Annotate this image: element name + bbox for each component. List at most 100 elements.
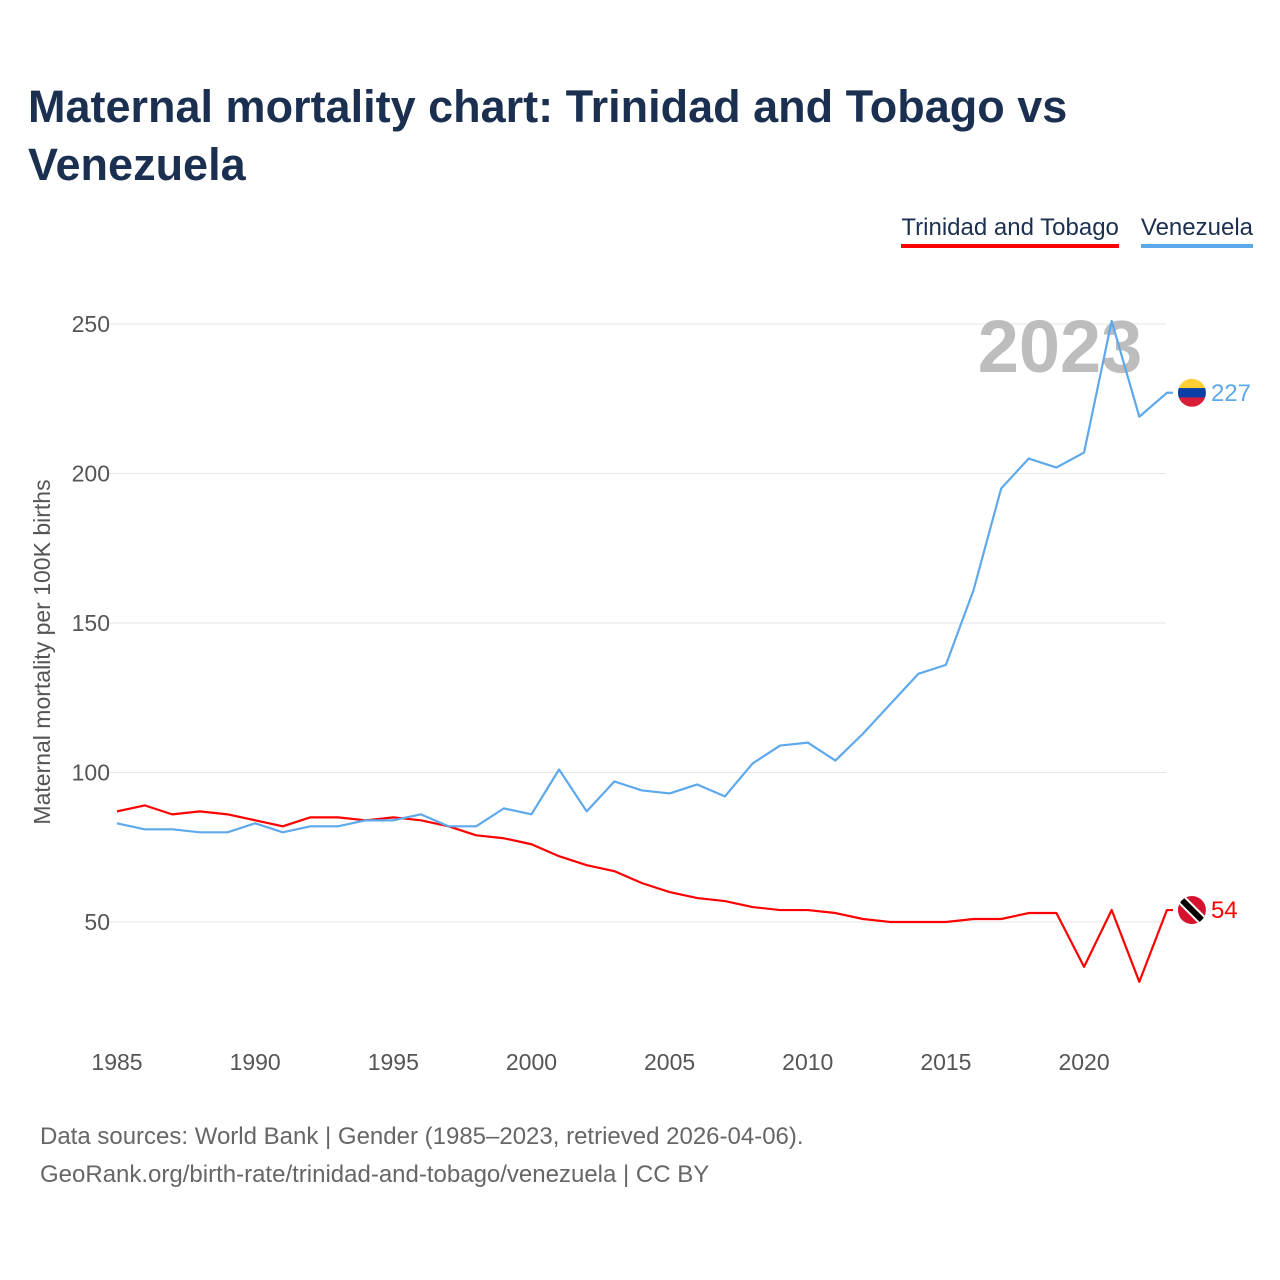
data-point[interactable] bbox=[611, 778, 617, 784]
data-point[interactable] bbox=[943, 919, 949, 925]
source-note: Data sources: World Bank | Gender (1985–… bbox=[40, 1118, 804, 1194]
data-point[interactable] bbox=[777, 743, 783, 749]
data-point[interactable] bbox=[307, 823, 313, 829]
data-point[interactable] bbox=[943, 662, 949, 668]
legend-venezuela[interactable]: Venezuela bbox=[1140, 214, 1253, 248]
data-point[interactable] bbox=[446, 823, 452, 829]
data-point[interactable] bbox=[307, 814, 313, 820]
data-point[interactable] bbox=[528, 811, 534, 817]
data-point[interactable] bbox=[805, 740, 811, 746]
data-point[interactable] bbox=[556, 767, 562, 773]
data-point[interactable] bbox=[722, 898, 728, 904]
data-point[interactable] bbox=[169, 826, 175, 832]
data-point[interactable] bbox=[1053, 910, 1059, 916]
series-line-0[interactable] bbox=[116, 804, 1173, 983]
data-point[interactable] bbox=[749, 904, 755, 910]
data-point[interactable] bbox=[805, 907, 811, 913]
data-point[interactable] bbox=[832, 758, 838, 764]
data-point[interactable] bbox=[418, 811, 424, 817]
data-point[interactable] bbox=[915, 671, 921, 677]
data-point[interactable] bbox=[694, 781, 700, 787]
data-point[interactable] bbox=[1081, 964, 1087, 970]
data-point[interactable] bbox=[252, 820, 258, 826]
data-point[interactable] bbox=[528, 841, 534, 847]
data-point[interactable] bbox=[501, 835, 507, 841]
data-point[interactable] bbox=[860, 731, 866, 737]
data-point[interactable] bbox=[225, 829, 231, 835]
data-point[interactable] bbox=[418, 817, 424, 823]
data-point[interactable] bbox=[335, 814, 341, 820]
data-point[interactable] bbox=[1081, 450, 1087, 456]
data-point[interactable] bbox=[363, 817, 369, 823]
data-point[interactable] bbox=[142, 802, 148, 808]
data-point[interactable] bbox=[169, 811, 175, 817]
data-point[interactable] bbox=[915, 919, 921, 925]
data-point[interactable] bbox=[114, 808, 120, 814]
data-point[interactable] bbox=[998, 916, 1004, 922]
data-point[interactable] bbox=[142, 826, 148, 832]
data-point[interactable] bbox=[1164, 390, 1170, 396]
data-point[interactable] bbox=[473, 832, 479, 838]
data-point[interactable] bbox=[1164, 907, 1170, 913]
trinidad-flag-icon bbox=[1177, 896, 1206, 925]
data-point[interactable] bbox=[584, 808, 590, 814]
data-point[interactable] bbox=[114, 820, 120, 826]
data-point[interactable] bbox=[694, 895, 700, 901]
series-line-1[interactable] bbox=[116, 319, 1173, 834]
data-point[interactable] bbox=[639, 787, 645, 793]
x-tick-label: 1995 bbox=[368, 1049, 419, 1075]
legend: Trinidad and Tobago Venezuela bbox=[901, 214, 1253, 248]
data-point[interactable] bbox=[998, 485, 1004, 491]
x-tick-label: 2000 bbox=[506, 1049, 557, 1075]
y-tick-label: 150 bbox=[72, 610, 110, 636]
data-point[interactable] bbox=[860, 916, 866, 922]
data-point[interactable] bbox=[280, 823, 286, 829]
x-tick-label: 1985 bbox=[91, 1049, 142, 1075]
x-tick-label: 2005 bbox=[644, 1049, 695, 1075]
data-point[interactable] bbox=[832, 910, 838, 916]
data-point[interactable] bbox=[667, 790, 673, 796]
data-point[interactable] bbox=[280, 829, 286, 835]
data-point[interactable] bbox=[197, 808, 203, 814]
data-point[interactable] bbox=[971, 587, 977, 593]
data-point[interactable] bbox=[971, 916, 977, 922]
x-tick-label: 2020 bbox=[1058, 1049, 1109, 1075]
end-value-label: 54 bbox=[1211, 897, 1238, 924]
x-tick-label: 2015 bbox=[920, 1049, 971, 1075]
data-point[interactable] bbox=[1109, 318, 1115, 324]
source-line-2[interactable]: GeoRank.org/birth-rate/trinidad-and-toba… bbox=[40, 1161, 710, 1188]
end-value-label: 227 bbox=[1211, 380, 1251, 407]
data-point[interactable] bbox=[197, 829, 203, 835]
y-tick-label: 250 bbox=[72, 311, 110, 337]
data-point[interactable] bbox=[1136, 979, 1142, 985]
y-tick-label: 200 bbox=[72, 461, 110, 487]
data-point[interactable] bbox=[473, 823, 479, 829]
data-point[interactable] bbox=[722, 793, 728, 799]
data-point[interactable] bbox=[777, 907, 783, 913]
data-point[interactable] bbox=[335, 823, 341, 829]
year-watermark: 2023 bbox=[978, 305, 1143, 388]
data-point[interactable] bbox=[1026, 456, 1032, 462]
data-point[interactable] bbox=[667, 889, 673, 895]
source-line-1: Data sources: World Bank | Gender (1985–… bbox=[40, 1123, 804, 1150]
data-point[interactable] bbox=[639, 880, 645, 886]
data-point[interactable] bbox=[1053, 465, 1059, 471]
legend-trinidad-and-tobago[interactable]: Trinidad and Tobago bbox=[901, 214, 1119, 248]
data-point[interactable] bbox=[749, 761, 755, 767]
y-tick-label: 50 bbox=[84, 909, 110, 935]
data-point[interactable] bbox=[584, 862, 590, 868]
x-tick-label: 1990 bbox=[230, 1049, 281, 1075]
x-tick-label: 2010 bbox=[782, 1049, 833, 1075]
data-point[interactable] bbox=[1136, 414, 1142, 420]
data-point[interactable] bbox=[225, 811, 231, 817]
data-point[interactable] bbox=[1026, 910, 1032, 916]
data-point[interactable] bbox=[390, 817, 396, 823]
data-point[interactable] bbox=[1109, 907, 1115, 913]
data-point[interactable] bbox=[611, 868, 617, 874]
data-point[interactable] bbox=[501, 805, 507, 811]
data-point[interactable] bbox=[888, 919, 894, 925]
data-point[interactable] bbox=[888, 701, 894, 707]
y-axis-label: Maternal mortality per 100K births bbox=[29, 479, 55, 824]
data-point[interactable] bbox=[556, 853, 562, 859]
